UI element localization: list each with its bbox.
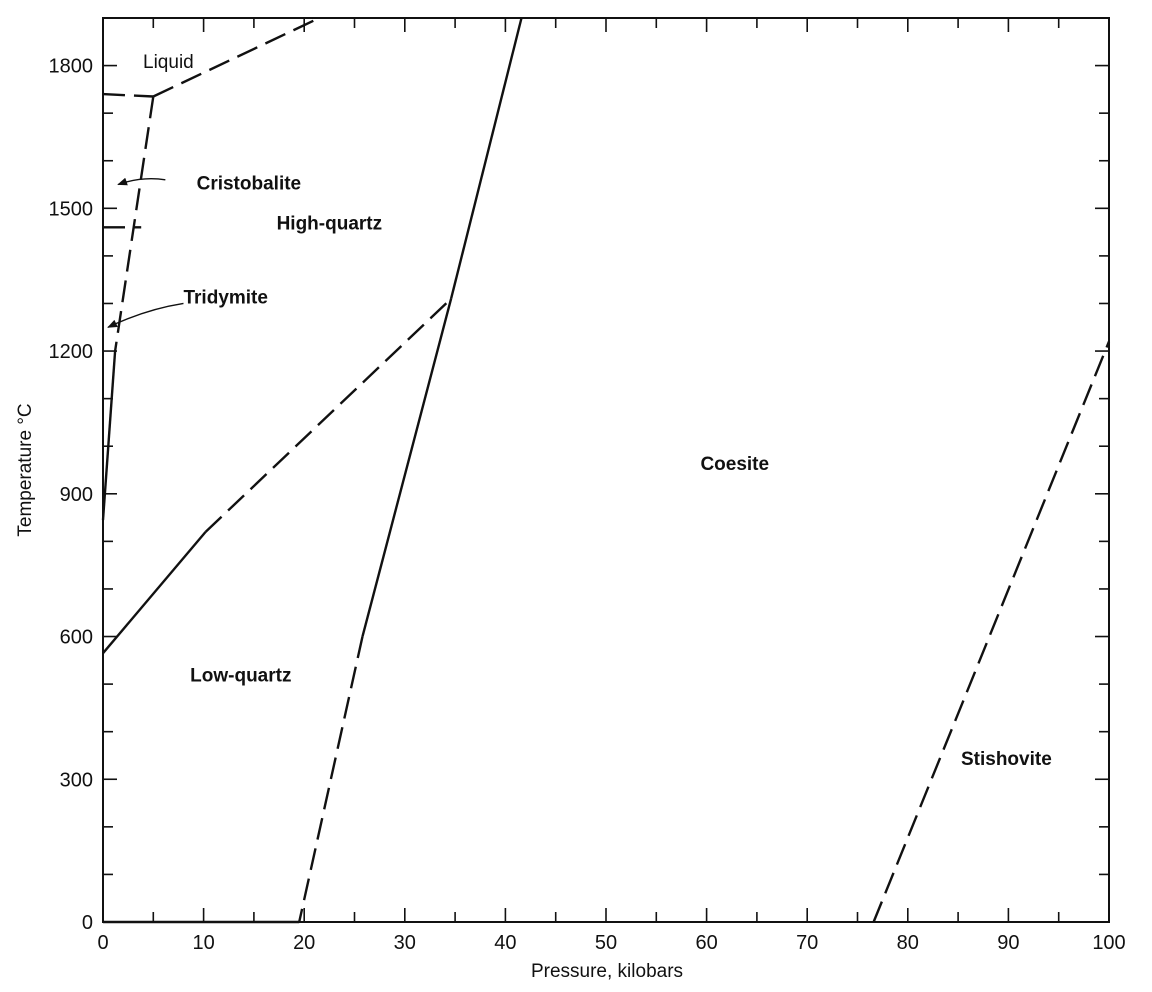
x-tick-label: 100 (1092, 932, 1125, 954)
phase-boundaries (101, 16, 1111, 924)
y-tick-label: 1800 (49, 56, 94, 78)
x-tick-label: 60 (695, 932, 717, 954)
y-axis-label: Temperature °C (15, 403, 36, 536)
region-label-high-quartz: High-quartz (277, 214, 383, 235)
arrow-cristobalite (117, 177, 166, 186)
region-label-cristobalite: Cristobalite (197, 173, 302, 194)
region-label-coesite: Coesite (700, 454, 769, 475)
phase-boundary-solid (449, 17, 523, 299)
y-tick-label: 1500 (49, 198, 94, 220)
x-axis-label: Pressure, kilobars (531, 961, 683, 982)
phase-boundary-dashed (872, 341, 1111, 923)
x-tick-label: 90 (997, 932, 1019, 954)
x-tick-label: 30 (394, 932, 416, 954)
tick-labels: 0 10 20 30 40 50 60 70 80 90 100 0 300 600 900 1200 1500… (49, 56, 1126, 954)
y-tick-label: 0 (82, 912, 93, 934)
major-ticks (102, 18, 1110, 923)
x-tick-label: 70 (796, 932, 818, 954)
x-tick-label: 80 (897, 932, 919, 954)
phase-boundary-solid (361, 298, 453, 637)
phase-boundary-dashed (102, 92, 154, 98)
y-tick-label: 600 (60, 627, 93, 649)
plot-frame (102, 17, 1110, 923)
x-tick-label: 10 (192, 932, 214, 954)
label-arrows (107, 177, 184, 328)
arrow-tridymite (107, 302, 184, 328)
region-label-tridymite: Tridymite (183, 287, 267, 308)
region-label-low-quartz: Low-quartz (190, 666, 291, 687)
x-tick-label: 20 (293, 932, 315, 954)
phase-region-labels: Liquid Cristobalite High-quartz Tridymite Co… (143, 52, 1052, 770)
x-tick-label: 40 (494, 932, 516, 954)
y-tick-label: 900 (60, 484, 93, 506)
x-tick-label: 0 (97, 932, 108, 954)
region-label-stishovite: Stishovite (961, 749, 1052, 770)
phase-boundary-solid (102, 531, 207, 654)
y-tick-label: 1200 (49, 341, 94, 363)
minor-ticks (103, 17, 1109, 922)
phase-boundary-dashed (113, 96, 155, 352)
phase-boundary-dashed (298, 636, 364, 923)
region-label-liquid: Liquid (143, 52, 194, 73)
x-tick-label: 50 (595, 932, 617, 954)
phase-boundary-dashed (204, 297, 452, 533)
phase-boundary-solid (101, 351, 117, 521)
y-tick-label: 300 (60, 769, 93, 791)
